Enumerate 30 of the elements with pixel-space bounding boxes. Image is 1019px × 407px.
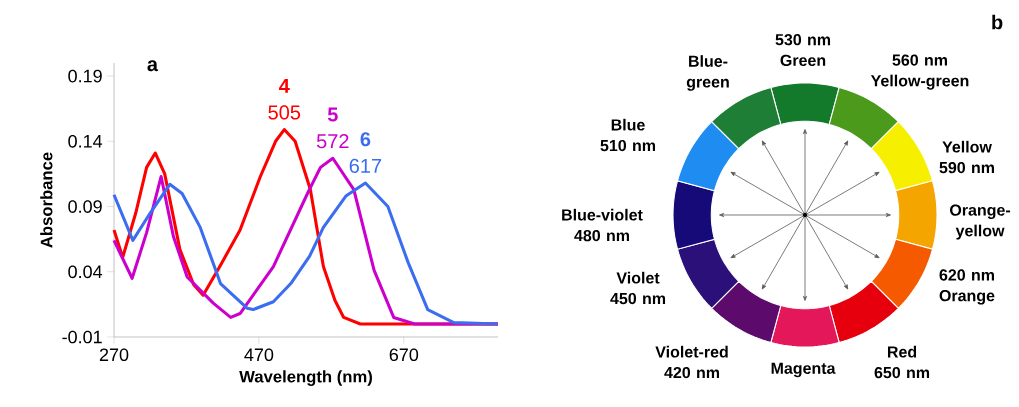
annotation: 505 (268, 105, 301, 120)
chart-title: a (147, 60, 159, 72)
slice-label: Violet-red 420 nm (655, 345, 728, 379)
y-tick-label: 0.09 (68, 200, 102, 213)
slice-label: Yellow 590 nm (939, 140, 994, 174)
x-tick-label: 270 (99, 348, 129, 362)
annotation: 572 (316, 134, 349, 149)
slice-label: Orange-yellow (950, 204, 1011, 240)
slice-label: 560 nm Yellow-green (870, 54, 969, 90)
y-tick-label: 0.19 (68, 69, 102, 83)
y-tick-label: 0.04 (68, 265, 103, 279)
slice-label: Violet 450 nm (610, 271, 666, 305)
series-label: 6 (360, 132, 371, 147)
y-axis-title: Absorbance (40, 152, 53, 248)
series-label: 5 (327, 107, 338, 122)
slice-label: Blue-violet 480 nm (562, 208, 643, 242)
chart-title: b (992, 14, 1003, 30)
x-axis-title: Wavelength (nm) (239, 370, 372, 386)
x-tick-label: 470 (244, 348, 274, 362)
y-tick-label: -0.01 (62, 330, 102, 344)
slice-label: Blue 510 nm (600, 118, 656, 152)
x-tick-label: 670 (389, 348, 419, 362)
annotation: 617 (349, 158, 382, 173)
series-label: 4 (279, 79, 290, 93)
slice-label: Blue-green (686, 55, 729, 91)
slice-label: 530 nm Green (775, 34, 831, 66)
slice-label: Magenta (771, 362, 836, 378)
slice-label: Red 650 nm (874, 345, 930, 379)
y-tick-label: 0.14 (68, 134, 103, 148)
slice-label: 620 nm Orange (939, 269, 995, 305)
